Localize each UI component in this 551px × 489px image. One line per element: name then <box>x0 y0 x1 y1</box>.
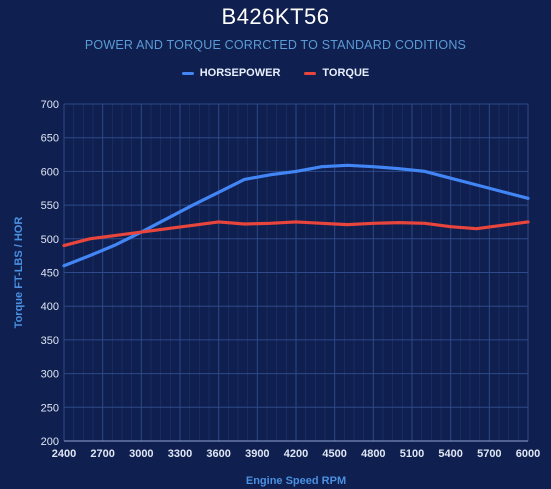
data-point-horsepower <box>294 170 298 173</box>
data-point-horsepower <box>88 254 92 258</box>
data-point-horsepower <box>320 165 324 169</box>
data-point-horsepower <box>191 203 195 207</box>
y-tick-label: 700 <box>41 99 59 111</box>
data-point-torque <box>268 221 272 225</box>
legend-label-horsepower: HORSEPOWER <box>199 67 281 79</box>
legend-label-torque: TORQUE <box>322 67 370 79</box>
data-point-torque <box>449 225 453 229</box>
x-tick-label: 3900 <box>245 448 269 460</box>
y-tick-label: 600 <box>41 166 59 178</box>
data-point-horsepower <box>475 183 478 187</box>
data-point-horsepower <box>165 217 169 220</box>
y-tick-label: 250 <box>41 402 59 414</box>
data-point-torque <box>165 227 169 231</box>
x-axis-title: Engine Speed RPM <box>246 475 346 487</box>
y-tick-label: 550 <box>41 200 59 212</box>
data-point-horsepower <box>500 190 504 194</box>
data-point-torque <box>475 227 478 231</box>
data-point-torque <box>88 237 92 241</box>
x-tick-label: 4800 <box>361 448 385 460</box>
data-point-torque <box>423 221 427 225</box>
data-point-horsepower <box>217 190 221 194</box>
y-axis-title: Torque FT-LBS / HOR <box>13 217 25 329</box>
x-tick-label: 3600 <box>206 448 230 460</box>
data-point-torque <box>397 221 401 225</box>
data-point-horsepower <box>371 165 375 169</box>
y-tick-label: 650 <box>41 133 59 145</box>
data-point-torque <box>191 223 195 227</box>
data-point-torque <box>243 222 246 226</box>
data-point-horsepower <box>346 163 349 167</box>
y-tick-label: 300 <box>41 369 59 381</box>
data-point-horsepower <box>268 173 272 177</box>
data-point-torque <box>217 220 221 224</box>
x-tick-label: 5400 <box>438 448 462 460</box>
x-tick-label: 5100 <box>400 448 424 460</box>
chart-subtitle: POWER AND TORQUE CORRCTED TO STANDARD CO… <box>84 38 467 52</box>
data-point-torque <box>371 221 375 225</box>
y-tick-label: 200 <box>41 436 59 448</box>
data-point-horsepower <box>62 264 66 268</box>
legend-swatch-horsepower <box>181 71 194 75</box>
legend-swatch-torque <box>304 71 317 75</box>
legend: HORSEPOWER TORQUE <box>0 67 551 79</box>
data-point-horsepower <box>423 170 427 173</box>
data-point-horsepower <box>397 167 401 171</box>
y-tick-label: 500 <box>41 234 59 246</box>
x-tick-label: 2700 <box>90 448 114 460</box>
data-point-horsepower <box>449 176 453 180</box>
y-tick-label: 350 <box>41 335 59 347</box>
data-point-torque <box>294 220 298 224</box>
y-tick-label: 450 <box>41 268 59 280</box>
y-tick-label: 400 <box>41 301 59 313</box>
data-point-torque <box>526 220 530 224</box>
data-point-torque <box>320 221 324 225</box>
x-tick-label: 4500 <box>322 448 346 460</box>
x-tick-label: 2400 <box>52 448 76 460</box>
chart-title: B426KT56 <box>221 4 330 29</box>
x-tick-label: 5700 <box>477 448 501 460</box>
legend-item-torque[interactable]: TORQUE <box>304 67 369 79</box>
x-tick-label: 4200 <box>284 448 308 460</box>
data-point-torque <box>346 223 349 227</box>
legend-item-horsepower[interactable]: HORSEPOWER <box>181 67 281 79</box>
data-point-torque <box>114 234 117 237</box>
data-point-horsepower <box>526 196 530 200</box>
data-point-torque <box>139 230 143 234</box>
data-point-torque <box>62 244 66 247</box>
data-point-torque <box>500 223 504 227</box>
x-tick-label: 3300 <box>168 448 192 460</box>
x-tick-label: 3000 <box>129 448 153 460</box>
x-tick-label: 6000 <box>516 448 540 460</box>
data-point-horsepower <box>243 178 246 181</box>
data-point-horsepower <box>114 243 117 247</box>
